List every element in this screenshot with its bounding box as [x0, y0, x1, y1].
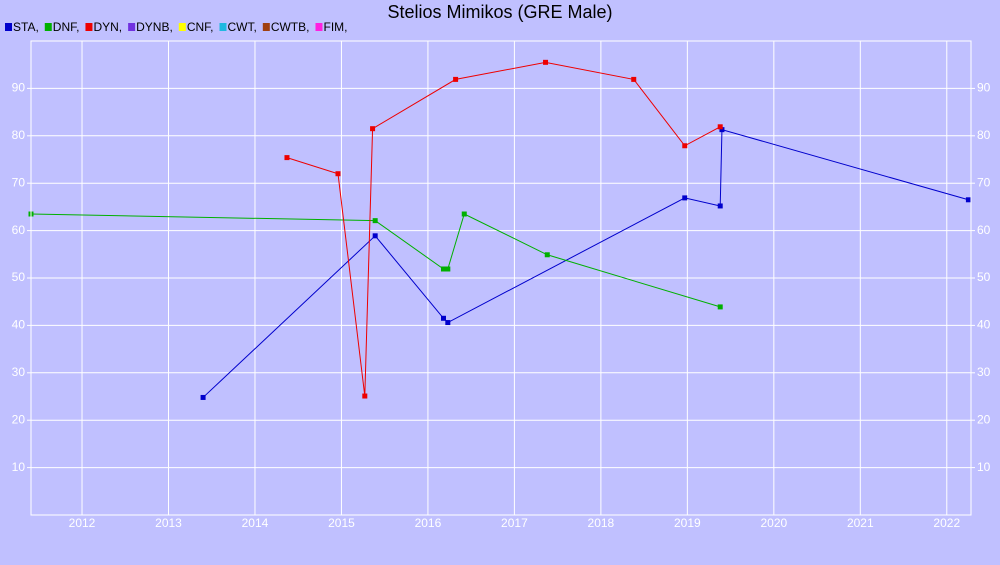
- point: [544, 252, 550, 258]
- legend-item: FIM,: [315, 20, 347, 34]
- y-tick-label-right: 90: [977, 81, 991, 95]
- point: [445, 266, 451, 272]
- point: [682, 143, 688, 149]
- y-tick-label-right: 60: [977, 223, 991, 237]
- point: [372, 233, 378, 239]
- legend-item: DYN,: [85, 20, 122, 34]
- y-tick-label: 10: [12, 460, 26, 474]
- x-tick-label: 2019: [674, 516, 701, 530]
- point: [453, 76, 459, 82]
- y-tick-label-right: 30: [977, 365, 991, 379]
- y-tick-label-right: 40: [977, 318, 991, 332]
- legend-item: DNF,: [44, 20, 80, 34]
- point: [440, 315, 446, 321]
- point: [372, 218, 378, 224]
- legend-item: CWTB,: [262, 20, 310, 34]
- grid: [27, 41, 975, 515]
- y-tick-label: 90: [12, 81, 26, 95]
- x-tick-label: 2020: [760, 516, 787, 530]
- point: [682, 195, 688, 201]
- legend-swatch: [219, 23, 227, 31]
- legend-swatch: [315, 23, 323, 31]
- plot: [28, 59, 971, 400]
- legend-swatch: [128, 23, 136, 31]
- y-tick-label: 60: [12, 223, 26, 237]
- legend-swatch: [178, 23, 186, 31]
- x-tick-label: 2015: [328, 516, 355, 530]
- y-tick-label-right: 10: [977, 460, 991, 474]
- x-tick-label: 2017: [501, 516, 528, 530]
- point: [631, 76, 637, 82]
- legend-label: DYN,: [93, 20, 122, 34]
- legend-item: STA,: [5, 20, 39, 34]
- y-tick-label-right: 80: [977, 128, 991, 142]
- legend-swatch: [85, 23, 93, 31]
- legend-item: DYNB,: [128, 20, 173, 34]
- point: [717, 203, 723, 209]
- y-tick-label-right: 70: [977, 175, 991, 189]
- y-tick-label: 40: [12, 318, 26, 332]
- point: [362, 393, 368, 399]
- legend-label: CNF,: [187, 20, 214, 34]
- point: [335, 171, 341, 177]
- point: [370, 126, 376, 132]
- legend-label: STA,: [13, 20, 39, 34]
- point: [445, 320, 451, 326]
- y-tick-label-right: 50: [977, 270, 991, 284]
- plot-frame: [30, 40, 972, 516]
- y-tick-label-right: 20: [977, 412, 991, 426]
- point: [440, 266, 446, 272]
- legend-label: CWT,: [227, 20, 256, 34]
- legend-item: CWT,: [219, 20, 257, 34]
- legend-swatch: [44, 23, 52, 31]
- x-tick-label: 2012: [69, 516, 96, 530]
- point: [719, 127, 725, 133]
- point: [461, 211, 467, 217]
- y-tick-label: 80: [12, 128, 26, 142]
- y-tick-label: 50: [12, 270, 26, 284]
- point: [965, 197, 971, 203]
- y-tick-label: 20: [12, 412, 26, 426]
- legend-label: CWTB,: [271, 20, 310, 34]
- y-tick-label: 30: [12, 365, 26, 379]
- legend-swatch: [5, 23, 12, 31]
- x-tick-label: 2022: [933, 516, 960, 530]
- legend-item: CNF,: [178, 20, 214, 34]
- x-tick-label: 2014: [242, 516, 269, 530]
- y-tick-label: 70: [12, 175, 26, 189]
- legend-label: DNF,: [53, 20, 80, 34]
- point: [717, 124, 723, 130]
- point: [543, 59, 549, 65]
- x-tick-label: 2018: [588, 516, 615, 530]
- legend-swatch: [262, 23, 270, 31]
- x-tick-label: 2021: [847, 516, 874, 530]
- x-tick-label: 2013: [155, 516, 182, 530]
- point: [717, 304, 723, 310]
- point: [200, 394, 206, 400]
- chart-title: Stelios Mimikos (GRE Male): [387, 2, 612, 22]
- point: [284, 155, 290, 161]
- x-tick-label: 2016: [415, 516, 442, 530]
- legend-label: DYNB,: [136, 20, 173, 34]
- legend-label: FIM,: [323, 20, 347, 34]
